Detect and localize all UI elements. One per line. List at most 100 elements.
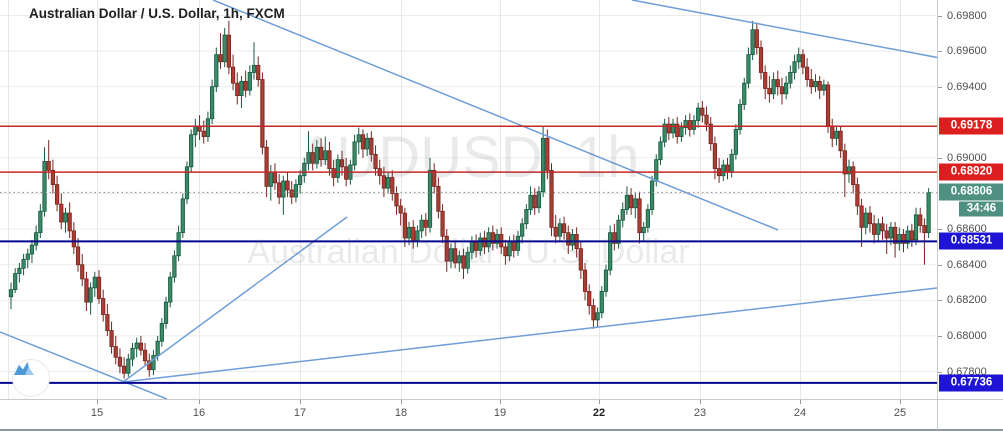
candle-body [880, 223, 885, 232]
candle-body [180, 198, 185, 234]
candle-body [490, 232, 495, 244]
candle-body [385, 177, 391, 189]
candle-body [235, 82, 240, 96]
candle-body [75, 246, 81, 266]
candle-body [926, 192, 931, 234]
candle-body [134, 342, 139, 349]
candle-body [670, 123, 676, 134]
candle-body [620, 209, 625, 221]
candle-body [511, 241, 516, 251]
candle-body [461, 255, 466, 269]
candle-body [218, 54, 223, 63]
candle-body [34, 232, 39, 246]
candle-body [222, 34, 227, 63]
trendline[interactable] [122, 216, 348, 383]
candle-body [453, 248, 458, 264]
candle-body [846, 166, 852, 175]
candle-body [809, 79, 814, 88]
candle-body [784, 82, 789, 95]
candle-body [578, 248, 583, 271]
candle-body [390, 177, 395, 194]
candle-body [905, 230, 910, 244]
candle-body [691, 120, 697, 130]
price-tick-label: 0.68600 [947, 223, 987, 236]
candle-body [411, 226, 416, 242]
candle-body [712, 143, 718, 169]
candle-body [293, 184, 299, 198]
candle-body [788, 72, 793, 84]
candle-body [201, 130, 206, 137]
trendline[interactable] [0, 331, 168, 399]
candle-body [729, 153, 734, 173]
candle-body [356, 134, 361, 143]
price-tick [938, 335, 942, 337]
candle-body [553, 226, 558, 237]
candle-body [771, 79, 776, 95]
price-tick [938, 15, 942, 17]
candle-body [599, 290, 604, 314]
time-tick-label: 18 [394, 407, 408, 419]
candle-body [54, 184, 60, 205]
candle-body [817, 80, 822, 91]
candle-body [8, 289, 14, 298]
candle-body [851, 166, 856, 186]
candle-body [415, 230, 420, 242]
candle-body [561, 223, 567, 234]
time-tick [300, 400, 301, 404]
price-axis[interactable]: 0.69800 0.69600 0.69400 0.69000 0.68600 0.684… [937, 0, 1003, 399]
candle-body [17, 267, 22, 275]
candle-body [545, 137, 550, 171]
time-axis[interactable]: 15 16 17 18 19 22 23 24 25 [0, 399, 937, 431]
candle-body [427, 169, 433, 228]
broker-logo-icon[interactable] [12, 359, 50, 397]
candle-body [394, 193, 399, 207]
candle-body [624, 194, 630, 210]
candle-body [867, 212, 873, 225]
candle-body [142, 349, 148, 362]
candle-body [494, 234, 500, 244]
bar-countdown-badge: 34:46 [959, 201, 1003, 217]
candle-body [247, 72, 252, 91]
candle-body [733, 129, 738, 155]
candle-body [423, 219, 428, 228]
candle-body [658, 141, 663, 161]
candle-body [825, 84, 831, 127]
price-tick [938, 157, 942, 159]
candlestick-chart[interactable] [0, 0, 937, 399]
candle-body [478, 237, 483, 251]
trendline[interactable] [631, 0, 937, 59]
trendline[interactable] [212, 0, 779, 231]
price-tick-label: 0.68200 [947, 294, 987, 307]
candle-body [210, 86, 215, 120]
candle-body [92, 276, 97, 289]
candle-body [126, 358, 131, 374]
price-badge: 0.68920 [939, 163, 1003, 181]
candle-body [264, 146, 269, 187]
candle-body [256, 64, 261, 80]
candle-body [226, 34, 231, 68]
candle-body [792, 61, 797, 73]
candle-body [913, 214, 919, 241]
candle-body [524, 209, 529, 225]
price-chart-pane[interactable]: AUDUSD, 1h Australian Dollar / U.S. Doll… [0, 0, 937, 399]
candle-body [536, 191, 542, 209]
candle-body [402, 212, 407, 239]
candle-body [155, 340, 160, 356]
candle-body [612, 232, 617, 244]
candle-body [184, 166, 190, 200]
candle-body [335, 159, 340, 178]
candle-body [406, 226, 412, 239]
candle-body [42, 161, 47, 212]
candle-body [675, 123, 680, 137]
candle-body [373, 153, 378, 169]
time-tick [401, 400, 402, 404]
candle-body [239, 80, 244, 97]
trendline[interactable] [122, 287, 937, 383]
time-tick [700, 400, 701, 404]
candle-body [608, 232, 613, 271]
candle-body [742, 82, 747, 105]
candle-body [897, 234, 902, 244]
candle-body [570, 234, 575, 246]
candle-body [587, 290, 592, 307]
candle-body [419, 219, 424, 232]
